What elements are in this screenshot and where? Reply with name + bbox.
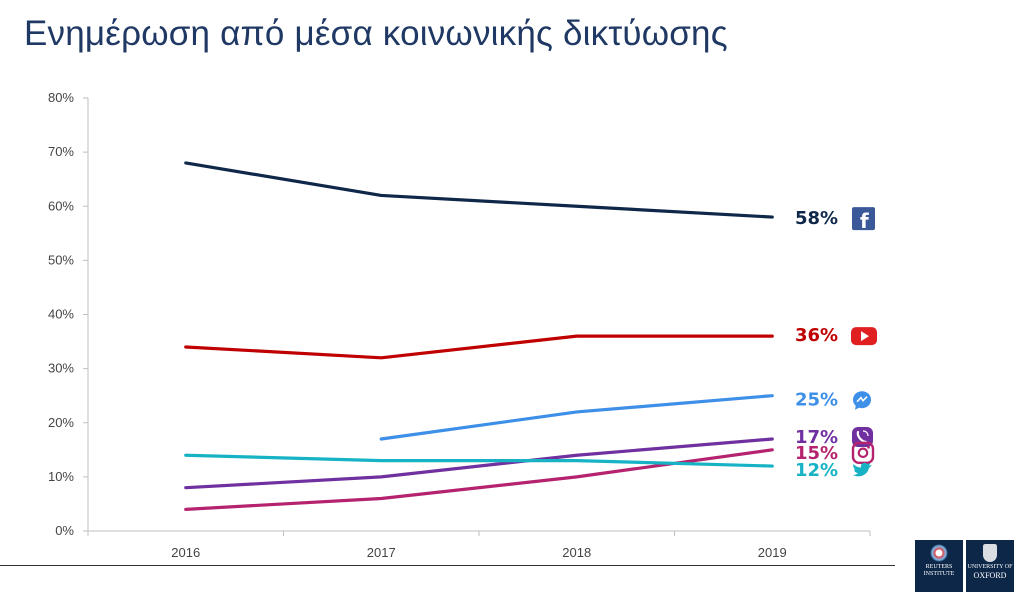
series-end-label: 12% [795, 460, 838, 481]
x-tick-label: 2019 [758, 545, 787, 560]
reuters-logo-text: REUTERS [925, 564, 953, 570]
series-line [184, 334, 774, 360]
series-line [379, 394, 774, 441]
series-line [184, 161, 774, 219]
facebook-icon: f [852, 207, 875, 233]
oxford-crest-icon [983, 544, 997, 562]
footer-divider [0, 565, 895, 566]
x-tick-label: 2016 [171, 545, 200, 560]
series-end-label: 15% [795, 443, 838, 464]
chart-axes: 0% 10% 20% 30% 40% 50% 60% 70% 80% 2016 2017 2018 20… [48, 90, 871, 560]
y-tick-label: 20% [48, 415, 74, 430]
series-line [184, 453, 774, 468]
series-line [184, 437, 774, 490]
chart-series [184, 161, 774, 511]
svg-text:f: f [860, 209, 869, 233]
y-tick-label: 40% [48, 307, 74, 322]
y-tick-label: 10% [48, 469, 74, 484]
x-tick-label: 2017 [367, 545, 396, 560]
youtube-icon [851, 327, 877, 346]
y-tick-label: 0% [55, 523, 74, 538]
twitter-icon [853, 462, 872, 477]
y-tick-label: 60% [48, 198, 74, 213]
instagram-icon [851, 441, 875, 465]
y-tick-label: 50% [48, 252, 74, 267]
reuters-emblem-icon [930, 544, 948, 562]
oxford-logo-text: OXFORD [973, 571, 1007, 580]
series-end-label: 58% [795, 208, 838, 229]
messenger-icon [853, 391, 871, 410]
series-end-label: 17% [795, 427, 838, 448]
x-tick-label: 2018 [562, 545, 591, 560]
page-title: Ενημέρωση από μέσα κοινωνικής δικτύωσης [24, 14, 728, 53]
series-end-label: 36% [795, 325, 838, 346]
end-labels: 58% f 36% 25% 17%15%12% [795, 207, 877, 481]
reuters-institute-logo: REUTERS INSTITUTE [915, 540, 963, 592]
institute-logo-text: INSTITUTE [923, 571, 955, 577]
y-tick-label: 70% [48, 144, 74, 159]
series-end-label: 25% [795, 390, 838, 411]
y-tick-label: 30% [48, 361, 74, 376]
y-tick-label: 80% [48, 90, 74, 105]
university-of-text: UNIVERSITY OF [967, 564, 1013, 570]
oxford-university-logo: UNIVERSITY OF OXFORD [966, 540, 1014, 592]
